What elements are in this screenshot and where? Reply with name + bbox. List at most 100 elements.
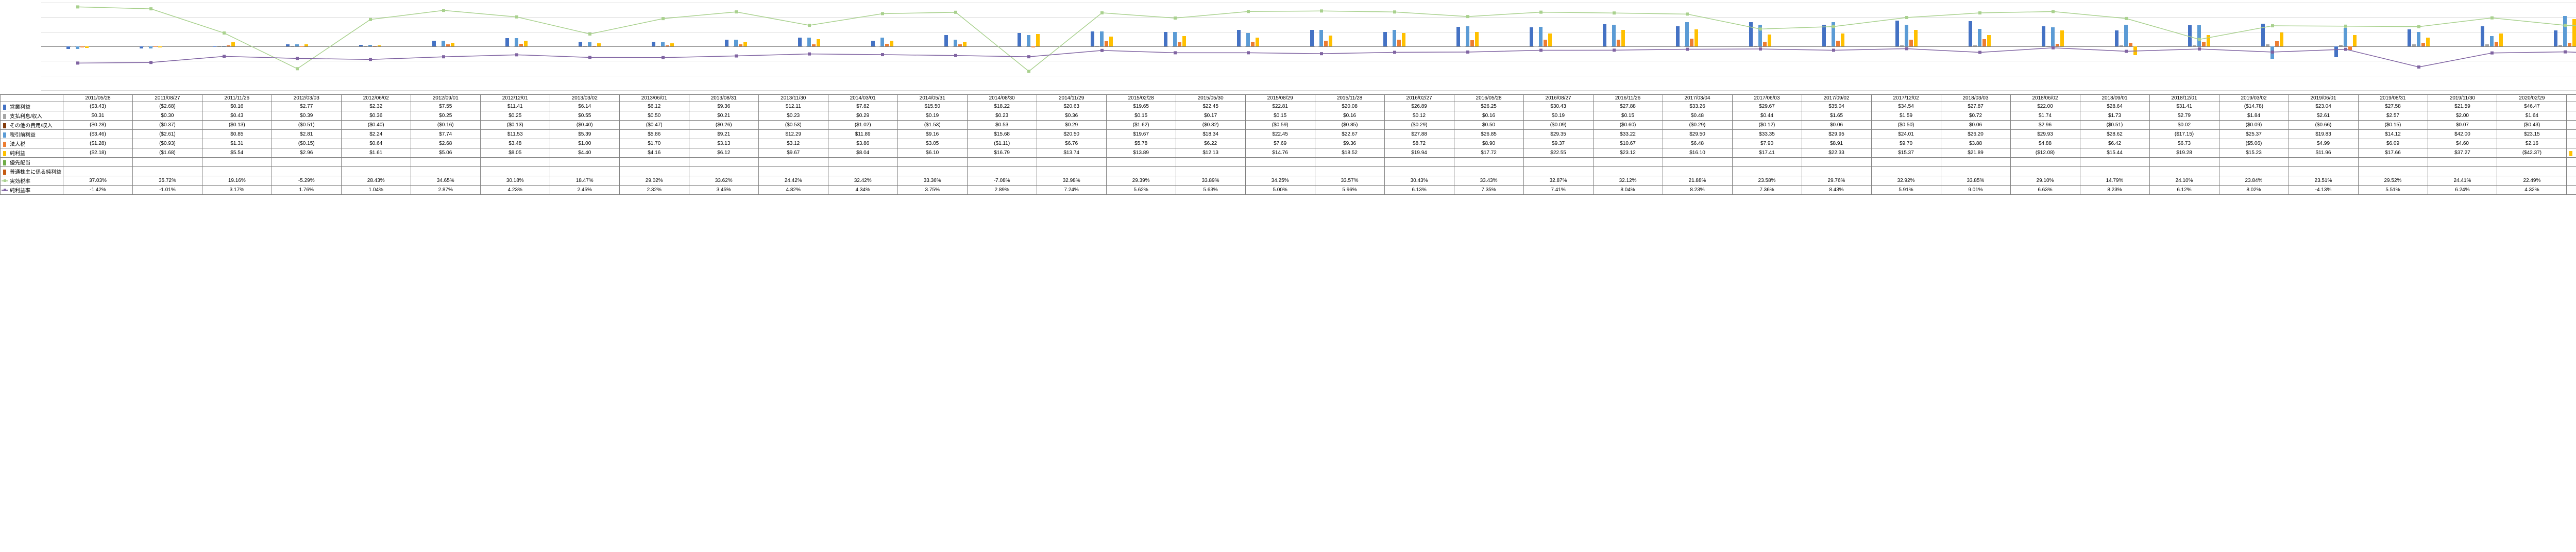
cell: $0.55 — [550, 111, 619, 121]
cell — [2010, 158, 2080, 167]
cell: 5.00% — [1245, 186, 1315, 195]
cell: $9.21 — [689, 130, 758, 139]
period-header: 2014/11/29 — [1037, 95, 1106, 102]
cell: $29.67 — [1732, 102, 1802, 111]
cell: $2.57 — [2358, 111, 2428, 121]
cell: 33.89% — [1176, 176, 1245, 186]
cell: 5.62% — [1106, 186, 1176, 195]
cell: $10.67 — [1593, 139, 1663, 148]
cell: $22.81 — [1245, 102, 1315, 111]
cell — [1802, 167, 1871, 176]
cell — [1523, 167, 1593, 176]
cell: $16.10 — [1663, 148, 1732, 158]
cell — [411, 158, 480, 167]
cell: ($1.68) — [132, 148, 202, 158]
cell — [1593, 167, 1663, 176]
cell — [2289, 158, 2358, 167]
cell: $28.64 — [2080, 102, 2149, 111]
period-header: 2013/11/30 — [758, 95, 828, 102]
cell: $2.68 — [411, 139, 480, 148]
period-header: 2015/02/28 — [1106, 95, 1176, 102]
cell: 29.76% — [1802, 176, 1871, 186]
cell: ($0.09) — [2219, 121, 2289, 130]
cell — [202, 158, 272, 167]
cell — [2497, 158, 2567, 167]
cell: $6.12 — [619, 102, 689, 111]
cell — [2358, 167, 2428, 176]
cell — [2080, 167, 2149, 176]
cell: 32.12% — [1593, 176, 1663, 186]
cell: ($0.66) — [2289, 121, 2358, 130]
cell: $0.44 — [1732, 111, 1802, 121]
cell: $23.15 — [2497, 130, 2567, 139]
cell: $0.23 — [967, 111, 1037, 121]
cell: $26.25 — [1454, 102, 1523, 111]
cell — [2219, 167, 2289, 176]
cell — [2428, 158, 2497, 167]
cell: $22.45 — [1245, 130, 1315, 139]
cell — [1176, 158, 1245, 167]
cell: $1.65 — [1802, 111, 1871, 121]
period-header: 2019/08/31 — [2358, 95, 2428, 102]
cell: $25.37 — [2219, 130, 2289, 139]
plot-region — [41, 3, 2576, 90]
cell: $0.25 — [411, 111, 480, 121]
period-header: 2012/12/01 — [480, 95, 550, 102]
cell: $15.37 — [1871, 148, 1941, 158]
cell: 29.10% — [2010, 176, 2080, 186]
cell — [1663, 167, 1732, 176]
cell: $0.50 — [619, 111, 689, 121]
cell — [272, 167, 341, 176]
period-header: 2012/09/01 — [411, 95, 480, 102]
cell: $5.86 — [619, 130, 689, 139]
cell — [132, 158, 202, 167]
cell: 33.62% — [689, 176, 758, 186]
cell: $24.01 — [1871, 130, 1941, 139]
cell: $33.35 — [1732, 130, 1802, 139]
cell: -4.13% — [2289, 186, 2358, 195]
cell — [1384, 158, 1454, 167]
cell: ($0.53) — [758, 121, 828, 130]
cell — [1732, 158, 1802, 167]
period-header: 2012/06/02 — [341, 95, 411, 102]
cell: ($3.46) — [63, 130, 133, 139]
cell: $1.70 — [619, 139, 689, 148]
data-table: 2011/05/282011/08/272011/11/262012/03/03… — [0, 94, 2576, 195]
cell: 4.82% — [758, 186, 828, 195]
cell: $29.50 — [1663, 130, 1732, 139]
cell: $0.29 — [1037, 121, 1106, 130]
cell: $31.41 — [2149, 102, 2219, 111]
cell: $0.53 — [967, 121, 1037, 130]
cell — [1176, 167, 1245, 176]
cell: 8.02% — [2219, 186, 2289, 195]
cell: $9.16 — [897, 130, 967, 139]
cell: $18.34 — [1176, 130, 1245, 139]
cell: ($0.15) — [272, 139, 341, 148]
cell — [1871, 167, 1941, 176]
cell: $3.88 — [1941, 139, 2010, 148]
cell: $6.48 — [1663, 139, 1732, 148]
cell: $27.88 — [1593, 102, 1663, 111]
cell — [1037, 167, 1106, 176]
cell — [1941, 167, 2010, 176]
cell: 34.25% — [1245, 176, 1315, 186]
cell: $4.88 — [2010, 139, 2080, 148]
cell: $14.12 — [2358, 130, 2428, 139]
cell: 6.24% — [2428, 186, 2497, 195]
cell — [2428, 167, 2497, 176]
cell: $3.13 — [689, 139, 758, 148]
cell: $0.16 — [1315, 111, 1384, 121]
period-header: 2015/11/28 — [1315, 95, 1384, 102]
period-header: 2016/02/27 — [1384, 95, 1454, 102]
cell: $0.15 — [1593, 111, 1663, 121]
cell: $2.79 — [2149, 111, 2219, 121]
cell: $1.74 — [2010, 111, 2080, 121]
cell: $9.67 — [758, 148, 828, 158]
cell — [2289, 167, 2358, 176]
cell: $11.89 — [828, 130, 897, 139]
cell: $3.86 — [828, 139, 897, 148]
cell — [341, 158, 411, 167]
period-header: 2011/05/28 — [63, 95, 133, 102]
cell: $3.05 — [897, 139, 967, 148]
cell: $2.77 — [272, 102, 341, 111]
